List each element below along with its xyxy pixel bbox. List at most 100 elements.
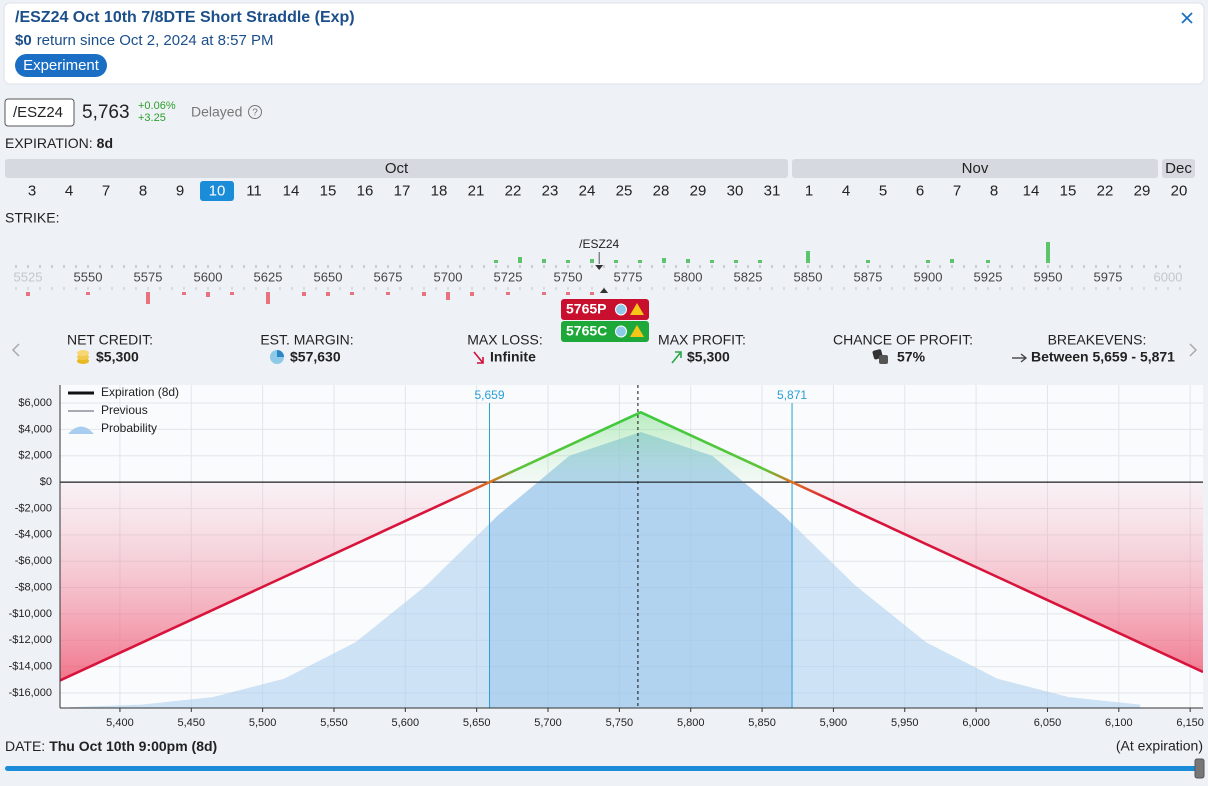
date-chip[interactable]: 22: [1097, 182, 1114, 199]
call-oi-bar: [566, 260, 570, 263]
date-chip[interactable]: 24: [579, 182, 596, 199]
strike-tick-label: 5725: [494, 269, 523, 284]
strike-tick-label: 5550: [74, 269, 103, 284]
strike-tick-label: 5750: [554, 269, 583, 284]
y-tick-label: -$14,000: [9, 661, 52, 673]
stat-value: $5,300: [687, 349, 730, 365]
date-chip[interactable]: 8: [990, 182, 998, 199]
y-tick-label: $4,000: [18, 423, 52, 435]
call-oi-bar: [590, 259, 594, 263]
month-bar: [1162, 159, 1195, 178]
date-slider[interactable]: [5, 766, 1197, 771]
date-chip[interactable]: 15: [320, 182, 337, 199]
strike-ladder: 5525 5550 5575 5600 5625 5650 5675 5700 5725 5750…: [14, 237, 1182, 342]
put-oi-bar: [470, 292, 474, 296]
strike-tick-label: 5575: [134, 269, 163, 284]
icon-dice: [872, 349, 888, 364]
date-chip[interactable]: 29: [690, 182, 707, 199]
month-label: Oct: [385, 160, 409, 177]
date-chip[interactable]: 1: [805, 182, 813, 199]
return-text: return since Oct 2, 2024 at 8:57 PM: [37, 32, 274, 49]
strike-tick-label: 5600: [194, 269, 223, 284]
leg-badge[interactable]: [561, 299, 649, 320]
call-oi-bar: [638, 260, 642, 263]
date-chip[interactable]: 10: [209, 182, 226, 199]
date-chip[interactable]: 11: [246, 182, 262, 199]
put-oi-bar: [26, 292, 30, 296]
date-chip[interactable]: 25: [616, 182, 633, 199]
date-chip[interactable]: 7: [953, 182, 961, 199]
leg-warning-icon: [630, 303, 644, 315]
strike-tick-label: 5950: [1034, 269, 1063, 284]
date-chip[interactable]: 9: [176, 182, 184, 199]
date-chip[interactable]: 21: [468, 182, 485, 199]
strike-tick-label: 5975: [1094, 269, 1123, 284]
breakeven-label: 5,871: [777, 388, 807, 402]
date-chip[interactable]: 6: [916, 182, 924, 199]
icon-arrow-down: [473, 351, 484, 364]
strike-tick-label: 5875: [854, 269, 883, 284]
strike-tick-label: 5625: [254, 269, 283, 284]
date-chip[interactable]: 23: [542, 182, 559, 199]
nav-prev[interactable]: [11, 343, 20, 357]
y-tick-label: -$2,000: [15, 502, 52, 514]
y-tick-label: -$8,000: [15, 581, 52, 593]
selected-date[interactable]: [200, 181, 234, 201]
stat-value: 57%: [897, 349, 926, 365]
date-chip[interactable]: 14: [1023, 182, 1040, 199]
symbol-input[interactable]: [4, 98, 75, 127]
strike-tick-label: 5825: [734, 269, 763, 284]
strike-tick-label: 5525: [14, 269, 43, 284]
date-chip[interactable]: 20: [1171, 182, 1188, 199]
close-button[interactable]: [1181, 12, 1193, 24]
icon-coins: [77, 350, 89, 364]
payoff-area: [60, 412, 1203, 681]
date-chip[interactable]: 7: [102, 182, 110, 199]
leg-badge[interactable]: [561, 321, 649, 342]
month-label: Nov: [962, 160, 989, 177]
date-chip[interactable]: 15: [1060, 182, 1077, 199]
date-chip[interactable]: 29: [1134, 182, 1151, 199]
expiration: EXPIRATION: 8d: [5, 135, 113, 151]
date-chip[interactable]: 17: [394, 182, 411, 199]
y-tick-label: -$16,000: [9, 687, 52, 699]
plot-layer: [60, 385, 1203, 708]
x-tick-label: 5,650: [463, 717, 491, 729]
date-chip[interactable]: 18: [431, 182, 448, 199]
stat-label: EST. MARGIN:: [260, 332, 353, 348]
nav-next[interactable]: [1189, 343, 1198, 357]
date-chip[interactable]: 8: [139, 182, 147, 199]
x-tick-label: 6,150: [1176, 717, 1204, 729]
date-chip[interactable]: 28: [653, 182, 670, 199]
strike-tick-label: 5925: [974, 269, 1003, 284]
slider-thumb[interactable]: [1194, 758, 1205, 779]
underlying-arrow: [595, 265, 604, 270]
put-oi-bar: [230, 292, 234, 295]
date-chip[interactable]: 22: [505, 182, 522, 199]
x-tick-label: 6,100: [1105, 717, 1133, 729]
date-chip[interactable]: 3: [28, 182, 36, 199]
strike-tick-label: 5650: [314, 269, 343, 284]
leg-warning-icon: [630, 325, 644, 337]
strike-tick-label: 5675: [374, 269, 403, 284]
put-oi-bar: [590, 292, 594, 295]
stat-label: NET CREDIT:: [67, 332, 153, 348]
date-chip[interactable]: 16: [357, 182, 374, 199]
date-chip[interactable]: 30: [727, 182, 744, 199]
month-bar: [792, 159, 1158, 178]
date-chip[interactable]: 4: [842, 182, 850, 199]
call-oi-bar: [806, 251, 810, 263]
date-chip[interactable]: 5: [879, 182, 887, 199]
date-chip[interactable]: 4: [65, 182, 73, 199]
date-chip[interactable]: 31: [764, 182, 781, 199]
help-icon[interactable]: [248, 105, 262, 119]
x-tick-label: 5,850: [748, 717, 776, 729]
put-oi-bar: [506, 292, 510, 295]
call-oi-bar: [494, 260, 498, 263]
strike-label: STRIKE:: [5, 210, 59, 226]
strike-tick-label: 5850: [794, 269, 823, 284]
date-chip[interactable]: 14: [283, 182, 300, 199]
